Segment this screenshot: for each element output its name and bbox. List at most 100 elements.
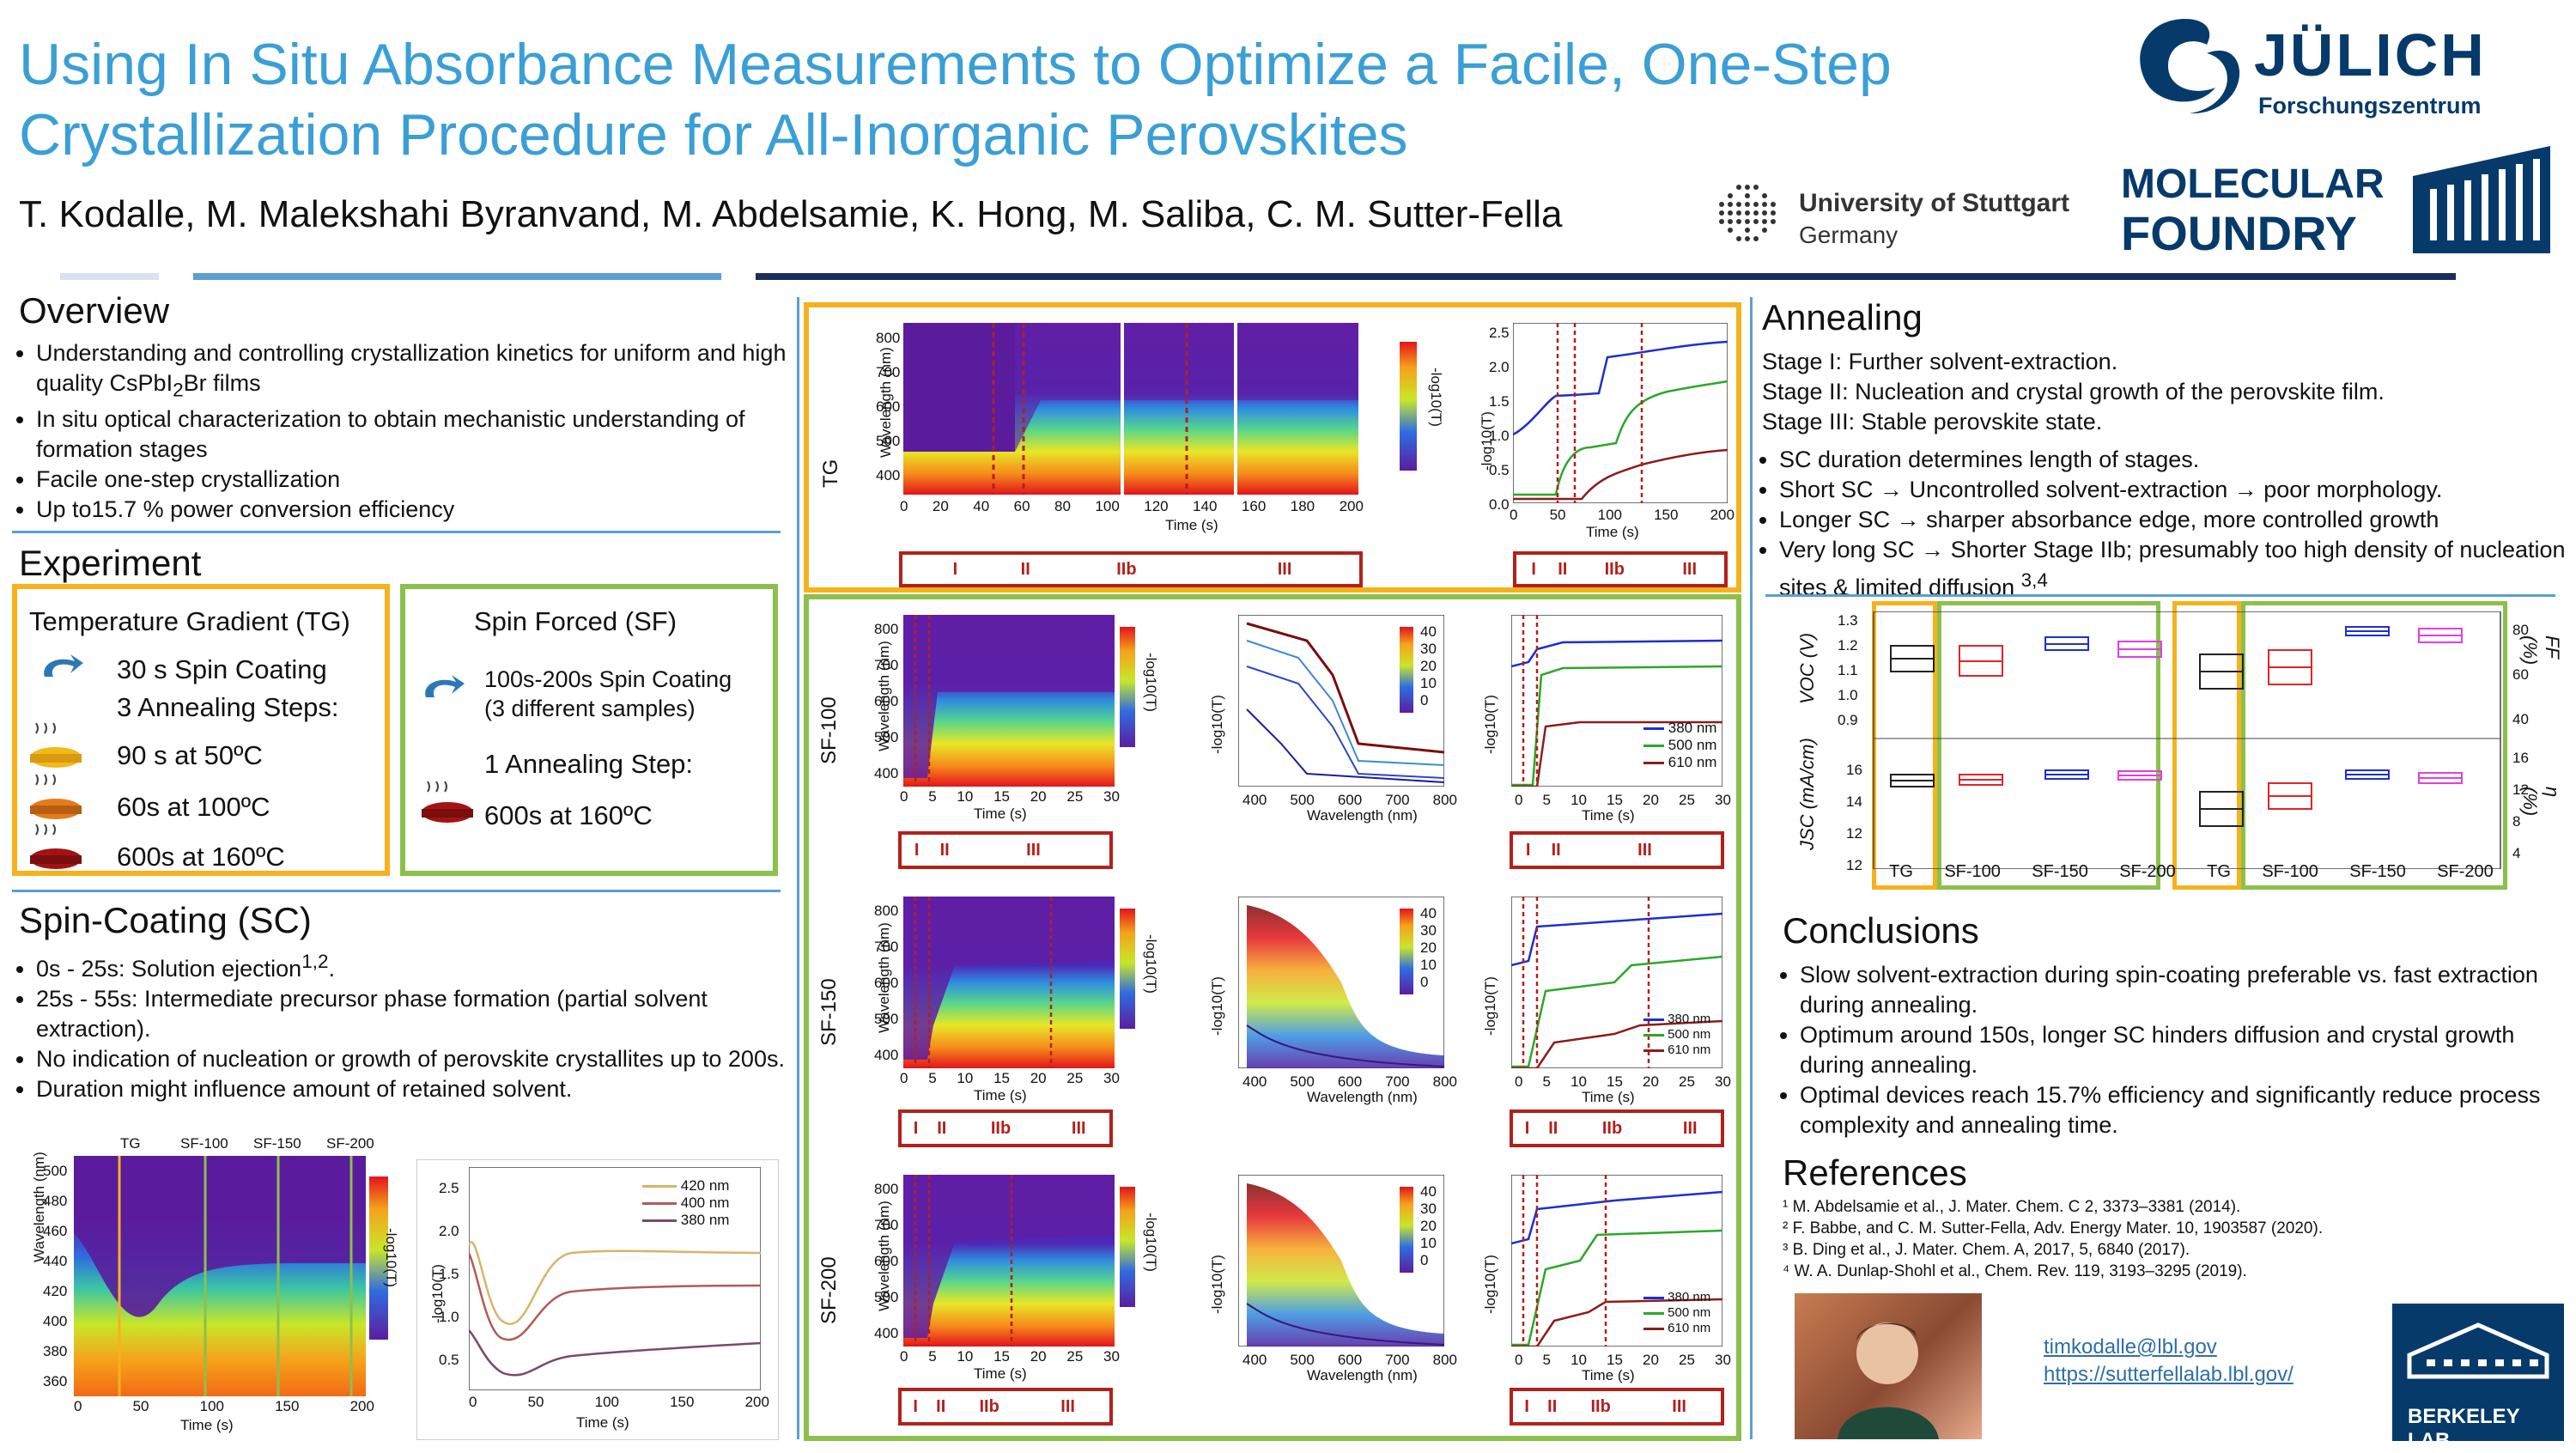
spincoating-list: 0s - 25s: Solution ejection1,2. 25s - 55… xyxy=(12,946,809,1104)
sf200-heatmap xyxy=(903,1175,1115,1347)
sf150-spectra-ylabel: -log10(T) xyxy=(1209,976,1225,1036)
julich-swirl-icon xyxy=(2140,19,2240,114)
sf200-xlabel: Time (s) xyxy=(974,1365,1027,1382)
voc-ticks: 1.3 1.2 1.1 1.0 0.9 xyxy=(1838,612,1858,728)
boxplot-chart xyxy=(1873,611,2501,869)
spincoating-title: Spin-Coating (SC) xyxy=(19,900,312,940)
divider-overview xyxy=(12,531,781,533)
sf100-kinetics-legend: 380 nm 500 nm 610 nm xyxy=(1643,720,1716,771)
overview-list: Understanding and controlling crystalliz… xyxy=(12,338,809,525)
boxplot-sf-frame-2 xyxy=(2241,601,2507,890)
tg-stage-bar-right: I II IIb III xyxy=(1513,551,1728,587)
conclusion-3: Optimal devices reach 15.7% efficiency a… xyxy=(1800,1080,2573,1140)
sf150-xticks: 0 5 10 15 20 25 30 xyxy=(900,1070,1120,1086)
hotplate-100-icon xyxy=(30,774,82,819)
tg-kinetics-plot xyxy=(1513,323,1728,503)
tg-title: Temperature Gradient (TG) xyxy=(29,606,350,636)
sc-line-xticks: 0 50 100 150 200 xyxy=(469,1394,769,1410)
sf200-stage-bar-right: I II IIb III xyxy=(1510,1388,1724,1426)
spin-arrow-icon xyxy=(44,654,83,677)
julich-sub: Forschungszentrum xyxy=(2258,93,2482,119)
berkeley-lab-text: BERKELEY LAB xyxy=(2408,1405,2520,1452)
sf100-xlabel: Time (s) xyxy=(974,806,1027,822)
sf100-kinetics-xlabel: Time (s) xyxy=(1582,807,1635,824)
author-photo xyxy=(1795,1293,1982,1439)
sc-line-figure: 420 nm 400 nm 380 nm 2.5 2.0 1.5 1.0 0.5 -lo… xyxy=(416,1159,779,1440)
sf100-kinetics xyxy=(1511,615,1722,787)
tg-heatmap-xticks: 0 20 40 60 80 100 120 140 160 180 200 xyxy=(900,498,1364,514)
julich-name: JÜLICH xyxy=(2254,21,2487,88)
sf150-stage-bar-right: I II IIb III xyxy=(1510,1110,1724,1147)
annealing-item-2: Short SC → Uncontrolled solvent-extracti… xyxy=(1779,475,2569,505)
sf100-colorbar xyxy=(1120,627,1135,747)
stage-3-text: Stage III: Stable perovskite state. xyxy=(1762,409,2103,435)
overview-title: Overview xyxy=(19,290,170,331)
sf100-yticks: 800 700 600 500 400 xyxy=(874,621,899,781)
col-divider-left xyxy=(797,297,799,1439)
sf-title: Spin Forced (SF) xyxy=(474,606,677,636)
sf200-colorbar xyxy=(1120,1187,1135,1307)
sf150-spectra-xlabel: Wavelength (nm) xyxy=(1307,1089,1418,1105)
sc-line-ylabel: -log10(T) xyxy=(429,1264,446,1323)
voc-axis-label: VOC (V) xyxy=(1796,632,1818,704)
sc-colorbar xyxy=(369,1176,388,1340)
sf100-stage-bar-right: I II III xyxy=(1510,831,1724,869)
overview-item-4: Up to15.7 % power conversion efficiency xyxy=(36,495,809,525)
reference-3: ³ B. Ding et al., J. Mater. Chem. A, 201… xyxy=(1783,1241,2190,1259)
sf150-yticks: 800 700 600 500 400 xyxy=(874,903,899,1063)
eta-axis-label: η (%) xyxy=(2519,787,2563,817)
sf100-row: SF-100 Wavelength (nm) 800 700 600 500 400 0… xyxy=(809,601,1736,878)
sf150-kinetics-xticks: 0 5 10 15 20 25 30 xyxy=(1515,1073,1731,1090)
annealing-title: Annealing xyxy=(1762,297,1923,337)
sf100-heatmap xyxy=(903,615,1115,787)
sf-spin: 100s-200s Spin Coating xyxy=(484,666,732,692)
julich-logo: JÜLICH Forschungszentrum xyxy=(2121,10,2550,122)
boxplot-categories: TG SF-100 SF-150 SF-200 TG SF-100 SF-150 SF-200 xyxy=(1889,862,2494,881)
eta-ticks: 16 12 8 4 xyxy=(2512,750,2529,861)
sf100-label: SF-100 xyxy=(817,696,841,764)
overview-item-3: Facile one-step crystallization xyxy=(36,465,809,495)
stage-2-text: Stage II: Nucleation and crystal growth … xyxy=(1762,379,2385,404)
website-link[interactable]: https://sutterfellalab.lbl.gov/ xyxy=(2044,1363,2293,1386)
sf200-xticks: 0 5 10 15 20 25 30 xyxy=(900,1348,1120,1365)
sf100-stage-bar: I II III xyxy=(898,831,1113,869)
sf100-time-ticks: 40 30 20 10 0 xyxy=(1420,623,1437,708)
sf-step: 1 Annealing Step: xyxy=(484,749,694,779)
sf150-kinetics-xlabel: Time (s) xyxy=(1582,1089,1635,1105)
email-link[interactable]: timkodalle@lbl.gov xyxy=(2044,1335,2217,1359)
sf100-spectra-xlabel: Wavelength (nm) xyxy=(1307,807,1418,824)
tg-panel: TG Wavelength (nm) 800 700 600 500 400 0 20 40… xyxy=(804,302,1741,593)
sf200-time-colorbar xyxy=(1400,1187,1413,1273)
annealing-item-3: Longer SC → sharper absorbance edge, mor… xyxy=(1779,505,2569,535)
sf150-xlabel: Time (s) xyxy=(974,1087,1027,1103)
sf150-kinetics-legend: 380 nm 500 nm 610 nm xyxy=(1643,1012,1710,1058)
boxplot-tg-frame-2 xyxy=(2172,601,2241,890)
sf200-time-ticks: 40 30 20 10 0 xyxy=(1420,1183,1437,1268)
col-divider-right xyxy=(1750,297,1753,1439)
contact-links: timkodalle@lbl.gov https://sutterfellala… xyxy=(2044,1335,2293,1387)
sf-panels-group xyxy=(804,594,1741,1441)
overview-item-1: Understanding and controlling crystalliz… xyxy=(36,338,809,404)
tg-kinetics-xticks: 0 50 100 150 200 xyxy=(1510,507,1735,523)
sf100-spectra-xticks: 400 500 600 700 800 xyxy=(1242,792,1457,808)
tg-step-1: 90 s at 50ºC xyxy=(117,740,263,770)
foundry-line-2: FOUNDRY xyxy=(2121,206,2357,260)
sf100-xticks: 0 5 10 15 20 25 30 xyxy=(900,788,1120,805)
sf100-spectra xyxy=(1238,615,1444,787)
sf200-kinetics-xticks: 0 5 10 15 20 25 30 xyxy=(1515,1352,1731,1368)
sf200-kinetics-ylabel: -log10(T) xyxy=(1482,1255,1498,1314)
berkeley-lab-logo: BERKELEY LAB xyxy=(2392,1304,2564,1452)
sf150-heatmap xyxy=(903,897,1115,1068)
marker-tg: TG xyxy=(120,1135,141,1152)
sf100-time-colorbar xyxy=(1400,627,1413,713)
sc-line-yticks: 2.5 2.0 1.5 1.0 0.5 xyxy=(439,1180,459,1368)
sf200-spectra xyxy=(1238,1175,1444,1347)
hotplate-160-icon xyxy=(422,781,473,823)
sf-step-1: 600s at 160ºC xyxy=(484,800,653,830)
experiment-title: Experiment xyxy=(19,543,202,583)
jsc-ticks: 16 14 12 12 xyxy=(1846,762,1862,873)
sc-heatmap-xticks: 0 50 100 150 200 xyxy=(74,1398,374,1414)
sf150-stage-bar: I II IIb III xyxy=(898,1110,1113,1147)
sf150-time-colorbar xyxy=(1400,909,1413,994)
sf150-time-ticks: 40 30 20 10 0 xyxy=(1420,905,1437,990)
